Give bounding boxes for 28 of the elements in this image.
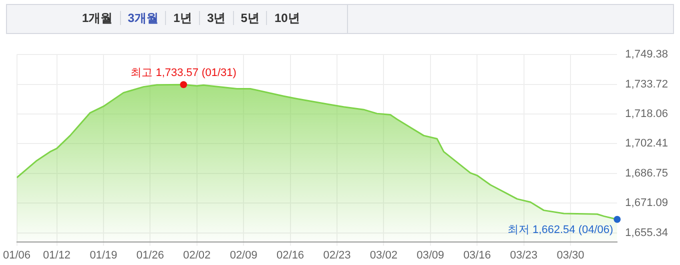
text: 1개월 xyxy=(81,11,114,25)
x-tick-label: 03/09 xyxy=(416,249,444,262)
text: 5년 xyxy=(232,11,266,25)
x-tick-label: 03/30 xyxy=(556,249,584,262)
x-tick-label: 01/06 xyxy=(3,249,31,262)
text: 3개월 xyxy=(120,11,166,25)
x-tick-label: 01/12 xyxy=(43,249,71,262)
x-tick-label: 02/23 xyxy=(323,249,351,262)
text: 1년 xyxy=(165,11,200,25)
y-tick-label: 1,671.09 xyxy=(625,197,668,210)
x-tick-label: 02/09 xyxy=(230,249,258,262)
text: 10년 xyxy=(266,11,307,25)
x-tick-label: 02/02 xyxy=(183,249,211,262)
annotation: 최고 1,733.57 (01/31) xyxy=(130,67,236,80)
y-tick-label: 1,686.75 xyxy=(625,167,668,180)
x-tick-label: 03/16 xyxy=(463,249,491,262)
y-tick-label: 1,655.34 xyxy=(625,227,668,240)
x-tick-label: 03/23 xyxy=(510,249,538,262)
x-tick-label: 01/19 xyxy=(90,249,118,262)
text: 3년 xyxy=(199,11,233,25)
y-tick-label: 1,718.06 xyxy=(625,108,668,120)
x-tick-label: 02/16 xyxy=(276,249,304,262)
y-tick-label: 1,702.41 xyxy=(625,138,668,150)
annotation: 최저 1,662.54 (04/06) xyxy=(507,224,614,236)
y-tick-label: 1,733.72 xyxy=(625,78,668,90)
x-tick-label: 03/02 xyxy=(370,249,398,262)
y-tick-label: 1,749.38 xyxy=(625,48,668,61)
x-tick-label: 01/26 xyxy=(136,249,164,262)
